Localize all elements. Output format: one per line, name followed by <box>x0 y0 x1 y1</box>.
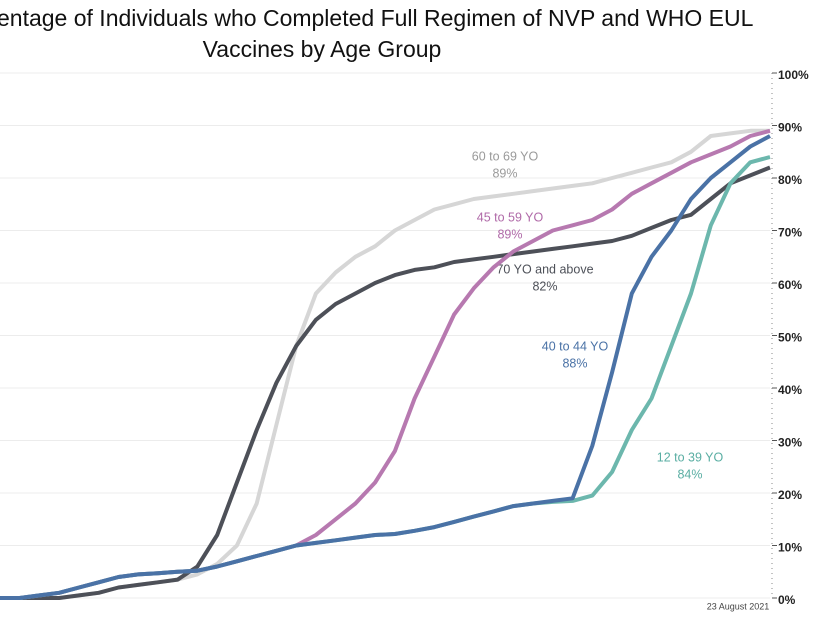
y-tick-label: 50% <box>778 331 802 345</box>
series-line <box>0 128 771 600</box>
series-line <box>0 155 771 600</box>
series-value-label: 84% <box>677 467 702 481</box>
series-value-label: 89% <box>497 227 522 241</box>
y-tick-label: 10% <box>778 541 802 555</box>
series-value-label: 82% <box>532 279 557 293</box>
series-line <box>0 165 771 600</box>
series-label: 40 to 44 YO <box>542 339 609 353</box>
y-tick-label: 70% <box>778 226 802 240</box>
chart-title: entage of Individuals who Completed Full… <box>0 5 754 31</box>
series-line <box>0 134 771 600</box>
source-note: 23 August 2021 <box>707 601 770 611</box>
series-label: 12 to 39 YO <box>657 450 724 464</box>
y-tick-label: 20% <box>778 488 802 502</box>
series-value-label: 88% <box>562 356 587 370</box>
series-label: 45 to 59 YO <box>477 210 544 224</box>
y-tick-label: 100% <box>778 68 809 82</box>
y-tick-label: 0% <box>778 593 796 607</box>
y-tick-label: 60% <box>778 278 802 292</box>
series-label: 70 YO and above <box>496 262 593 276</box>
series-line <box>0 128 770 600</box>
y-tick-label: 80% <box>778 173 802 187</box>
y-tick-label: 90% <box>778 121 802 135</box>
series-label: 60 to 69 YO <box>472 149 539 163</box>
y-tick-label: 40% <box>778 383 802 397</box>
series-value-label: 89% <box>492 166 517 180</box>
y-tick-label: 30% <box>778 436 802 450</box>
chart-title: Vaccines by Age Group <box>203 36 442 62</box>
